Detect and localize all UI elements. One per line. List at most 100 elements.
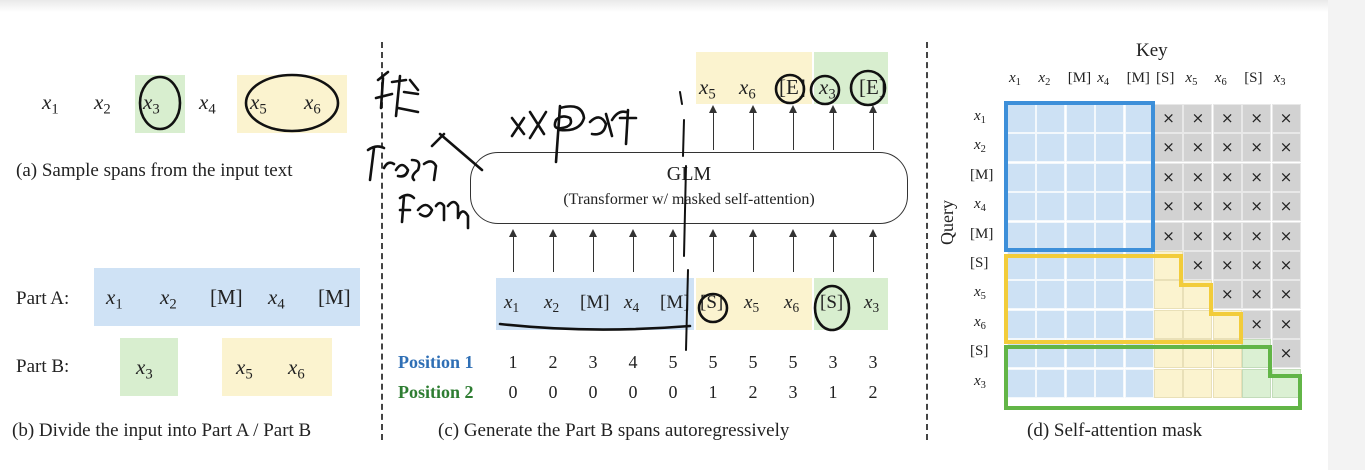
mask-cell xyxy=(1242,192,1272,222)
position-1-value-5: 5 xyxy=(668,352,678,372)
ink-circle-s2 xyxy=(813,284,851,332)
mask-cell xyxy=(1095,162,1125,192)
query-token-2-sub: 2 xyxy=(980,144,986,156)
query-token-6: [S] xyxy=(970,255,988,272)
mask-cell xyxy=(1271,133,1301,163)
mask-cross: × xyxy=(1250,314,1263,333)
query-token-10-base: x xyxy=(974,372,981,389)
mask-cell xyxy=(1065,162,1095,192)
mask-cell xyxy=(1242,251,1272,280)
part-a-token-1-sub: 1 xyxy=(115,296,123,313)
mask-cross: × xyxy=(1191,167,1205,186)
key-token-4: x4 xyxy=(1097,70,1109,88)
mask-cell xyxy=(1212,162,1242,192)
mask-cell xyxy=(1065,368,1095,398)
mask-cell xyxy=(1124,309,1154,339)
model-input-token-9-base: [S] xyxy=(820,292,844,313)
model-input-token-7-base: x xyxy=(744,292,753,313)
model-input-token-10-base: x xyxy=(864,292,873,313)
yellow-mask-outline xyxy=(1004,254,1243,344)
query-token-1: x1 xyxy=(974,108,986,126)
mask-cell xyxy=(1007,309,1036,339)
part-a-token-3-base: [M] xyxy=(210,285,243,309)
mask-cell xyxy=(1036,368,1066,398)
key-token-4-sub: 4 xyxy=(1103,77,1110,89)
input-token-3: x3 xyxy=(143,90,160,118)
mask-cell xyxy=(1065,133,1095,163)
mask-cell xyxy=(1095,368,1125,398)
mask-cell xyxy=(1212,192,1242,222)
mask-cell xyxy=(1183,251,1213,280)
part-a-token-2-base: x xyxy=(160,285,170,309)
mask-cell xyxy=(1036,339,1066,369)
span-x3-highlight xyxy=(135,75,185,133)
right-margin xyxy=(1328,0,1365,470)
query-token-5-base: [M] xyxy=(970,225,994,242)
key-token-6-base: [S] xyxy=(1156,70,1175,86)
mask-cell xyxy=(1183,133,1213,163)
mask-cross: × xyxy=(1279,197,1293,216)
query-token-8: x6 xyxy=(974,314,986,332)
separator-ab-c xyxy=(381,42,383,440)
ink-circle-x3-out xyxy=(809,74,841,106)
part-b-yellow-highlight xyxy=(222,338,332,396)
input-token-5-sub: 5 xyxy=(259,101,267,118)
mask-cross: × xyxy=(1162,109,1175,127)
mask-cell xyxy=(1036,192,1066,222)
mask-cell xyxy=(1271,251,1301,280)
mask-cell xyxy=(1271,339,1301,369)
model-input-token-1: x1 xyxy=(504,292,519,316)
mask-cell xyxy=(1242,221,1272,251)
key-token-3-base: [M] xyxy=(1067,70,1092,86)
ink-glyph-scribble xyxy=(374,70,420,118)
mask-cell xyxy=(1242,162,1272,192)
position-1-value-6: 5 xyxy=(708,352,718,372)
part-b-yellow-token-1-base: x xyxy=(236,355,246,379)
mask-cross: × xyxy=(1279,109,1293,127)
query-token-1-sub: 1 xyxy=(980,115,986,127)
mask-cross: × xyxy=(1221,167,1234,186)
output-green-highlight xyxy=(814,52,888,104)
output-token-1-sub: 5 xyxy=(708,86,716,103)
position-1-value-7: 5 xyxy=(748,352,758,372)
query-token-4: x4 xyxy=(974,196,986,214)
mask-cell xyxy=(1007,221,1036,251)
input-token-6: x6 xyxy=(304,90,321,118)
mask-cross: × xyxy=(1279,314,1293,333)
query-token-9: [S] xyxy=(970,343,988,360)
mask-cell xyxy=(1154,192,1183,222)
mask-cross: × xyxy=(1221,226,1234,245)
mask-cell xyxy=(1065,192,1095,222)
key-token-1: x1 xyxy=(1009,70,1021,88)
model-input-token-8-sub: 6 xyxy=(792,299,800,315)
key-token-6: [S] xyxy=(1156,70,1174,87)
mask-cell xyxy=(1212,133,1242,163)
mask-cross: × xyxy=(1191,256,1205,274)
mask-cell xyxy=(1124,368,1154,398)
mask-cell xyxy=(1154,339,1183,369)
model-input-token-7-sub: 5 xyxy=(752,299,760,315)
query-token-7-base: x xyxy=(974,284,981,301)
mask-cell xyxy=(1183,162,1213,192)
position-1-value-2: 2 xyxy=(548,352,558,372)
input-token-4-sub: 4 xyxy=(208,101,216,118)
part-a-highlight xyxy=(94,268,360,326)
mask-cell xyxy=(1154,221,1183,251)
query-token-7: x5 xyxy=(974,284,986,302)
mask-cell xyxy=(1154,104,1183,133)
mask-cross: × xyxy=(1191,197,1205,216)
key-token-5-base: [M] xyxy=(1126,70,1150,86)
mask-cell xyxy=(1242,368,1272,398)
model-input-token-8: x6 xyxy=(784,292,799,316)
mask-cell xyxy=(1271,221,1301,251)
output-arrow-2 xyxy=(749,105,757,150)
position-1-label: Position 1 xyxy=(398,352,474,372)
model-input-token-1-base: x xyxy=(504,292,513,313)
part-b-green-token-1-base: x xyxy=(136,355,146,379)
input-token-3-base: x xyxy=(143,90,153,114)
model-input-token-4-base: x xyxy=(624,292,633,313)
caption-d: (d) Self-attention mask xyxy=(1027,420,1203,441)
mask-cross: × xyxy=(1250,109,1263,127)
position-2-value-9: 1 xyxy=(828,382,838,402)
key-token-8-sub: 6 xyxy=(1221,77,1227,89)
